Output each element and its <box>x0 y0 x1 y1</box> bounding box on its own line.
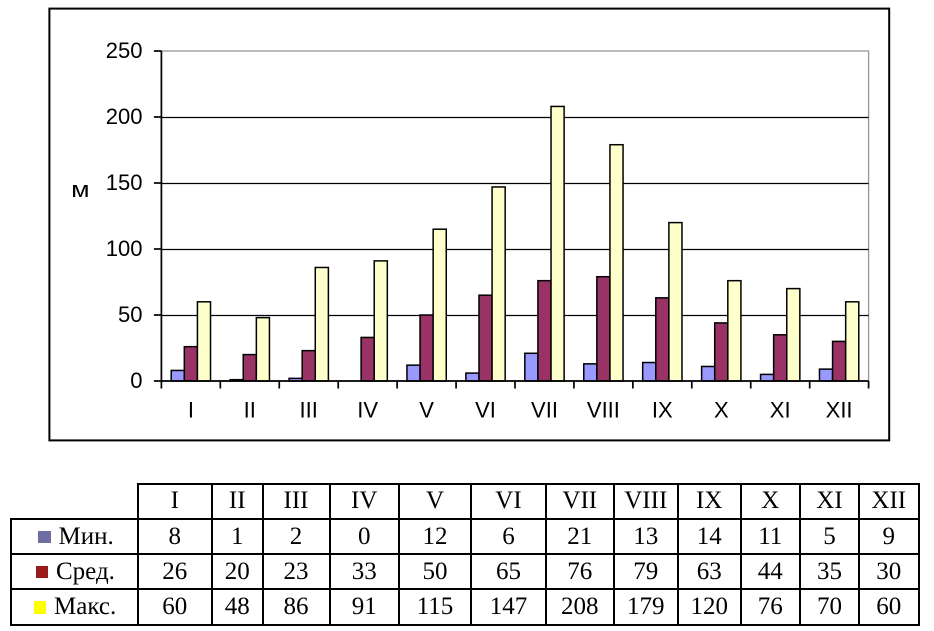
svg-text:IX: IX <box>652 398 673 423</box>
svg-text:200: 200 <box>106 104 143 129</box>
svg-text:0: 0 <box>130 368 142 393</box>
svg-text:I: I <box>188 398 194 423</box>
svg-text:V: V <box>419 398 434 423</box>
svg-text:XII: XII <box>826 398 853 423</box>
svg-text:VII: VII <box>531 398 558 423</box>
svg-text:VI: VI <box>475 398 496 423</box>
svg-text:150: 150 <box>106 170 143 195</box>
svg-text:50: 50 <box>118 302 142 327</box>
svg-text:XI: XI <box>770 398 791 423</box>
svg-text:250: 250 <box>106 38 143 63</box>
svg-text:100: 100 <box>106 236 143 261</box>
svg-text:X: X <box>714 398 729 423</box>
svg-text:II: II <box>244 398 256 423</box>
svg-text:VIII: VIII <box>587 398 620 423</box>
svg-text:III: III <box>300 398 318 423</box>
svg-text:IV: IV <box>357 398 378 423</box>
svg-text:м: м <box>71 178 89 202</box>
